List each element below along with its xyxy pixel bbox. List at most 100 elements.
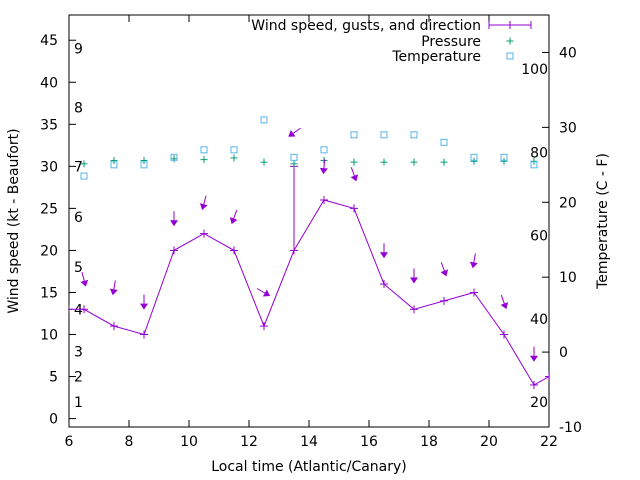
beaufort-labels: 1 2 3 4 5 6 7 8 9 (74, 42, 83, 411)
wind-speed-point (410, 305, 418, 314)
x-tick-label: 12 (240, 434, 258, 450)
beaufort-label: 3 (74, 344, 83, 360)
wind-speed-point (260, 322, 268, 331)
beaufort-label: 8 (74, 100, 83, 116)
fahrenheit-label: 60 (530, 229, 548, 245)
wind-speed-point (140, 330, 148, 339)
x-axis-label: Local time (Atlantic/Canary) (211, 459, 407, 475)
y2-tick-label: 40 (559, 45, 577, 61)
y2-tick-label: -10 (559, 420, 582, 436)
beaufort-label: 2 (74, 370, 83, 386)
x-tick-label: 10 (180, 434, 198, 450)
wind-speed-point (80, 305, 88, 314)
beaufort-label: 9 (74, 42, 83, 58)
temperature-point (380, 131, 388, 139)
wind-speed-point (500, 330, 508, 339)
wind-direction-arrow (288, 127, 301, 137)
wind-direction-arrow (410, 268, 418, 284)
beaufort-label: 5 (74, 260, 83, 276)
pressure-point (110, 156, 118, 164)
wind-direction-arrow (199, 195, 208, 211)
y-tick-label: 30 (40, 159, 58, 175)
beaufort-label: 7 (74, 159, 83, 175)
temperature-point (80, 172, 88, 180)
x-tick-label: 22 (540, 434, 558, 450)
fahrenheit-label: 40 (530, 312, 548, 328)
wind-direction-arrow (440, 262, 449, 277)
y-tick-label: 5 (49, 370, 58, 386)
temperature-point (530, 161, 538, 169)
x-tick-label: 14 (300, 434, 318, 450)
wind-series (69, 165, 549, 389)
temperature-series (80, 116, 538, 180)
legend-label-temperature: Temperature (391, 49, 481, 65)
fahrenheit-labels: 20 40 60 80 100 (521, 62, 548, 411)
temperature-point (470, 153, 478, 161)
wind-speed-point (200, 229, 208, 238)
wind-direction-arrow (469, 253, 478, 269)
wind-direction-arrow (170, 211, 178, 227)
y2-tick-label: 10 (559, 270, 577, 286)
temperature-point (350, 131, 358, 139)
temperature-point (440, 138, 448, 146)
y2-tick-label: 0 (559, 345, 568, 361)
pressure-point (440, 158, 448, 166)
temperature-point (320, 146, 328, 154)
y-tick-label: 45 (40, 33, 58, 49)
wind-speed-point (230, 246, 238, 255)
temperature-point (230, 146, 238, 154)
pressure-point (260, 158, 268, 166)
wind-direction-arrow (530, 346, 538, 362)
x-tick-label: 6 (65, 434, 74, 450)
wind-direction-arrow (319, 159, 328, 175)
fahrenheit-label: 80 (530, 145, 548, 161)
pressure-point (230, 154, 238, 162)
pressure-point (140, 156, 148, 164)
beaufort-label: 4 (74, 302, 83, 318)
fahrenheit-label: 100 (521, 62, 548, 78)
wind-direction-arrow (500, 294, 509, 310)
wind-direction-arrow (140, 294, 148, 310)
y2-tick-label: 20 (559, 195, 577, 211)
plot-frame (68, 14, 550, 428)
legend-sample-pressure (506, 37, 514, 45)
temperature-point (500, 153, 508, 161)
x-axis-ticks: 6 8 10 12 14 16 18 20 22 (65, 15, 558, 450)
temperature-point (260, 116, 268, 124)
temperature-point (200, 146, 208, 154)
wind-speed-point (170, 246, 178, 255)
y-axis-label: Wind speed (kt - Beaufort) (6, 128, 22, 313)
wind-speed-point (545, 372, 549, 381)
legend-temperature-square (506, 52, 514, 60)
temperature-point (170, 153, 178, 161)
wind-speed-point (320, 195, 328, 204)
wind-speed-point (110, 322, 118, 331)
y-tick-label: 0 (49, 412, 58, 428)
y-axis-ticks: 0 5 10 15 20 25 30 35 40 45 (40, 33, 76, 428)
pressure-point (290, 160, 298, 168)
x-tick-label: 8 (125, 434, 134, 450)
legend: Wind speed, gusts, and direction Pressur… (251, 18, 532, 65)
y2-axis-ticks: -10 0 10 20 30 40 (542, 45, 582, 436)
pressure-point (530, 157, 538, 165)
x-tick-label: 18 (420, 434, 438, 450)
pressure-point (470, 157, 478, 165)
wind-direction-arrow (229, 209, 238, 225)
wind-direction-arrow (109, 280, 118, 296)
y-tick-label: 20 (40, 243, 58, 259)
y-tick-label: 10 (40, 328, 58, 344)
wind-speed-point (530, 380, 538, 389)
wind-direction-arrow (350, 167, 359, 182)
y-tick-label: 25 (40, 201, 58, 217)
beaufort-label: 1 (74, 395, 83, 411)
pressure-point (170, 155, 178, 163)
y-tick-label: 15 (40, 285, 58, 301)
wind-direction-arrow (80, 272, 89, 287)
pressure-point (350, 158, 358, 166)
temperature-point (410, 131, 418, 139)
temperature-point (290, 153, 298, 161)
pressure-series (80, 154, 538, 168)
beaufort-label: 6 (74, 210, 83, 226)
pressure-point (200, 156, 208, 164)
